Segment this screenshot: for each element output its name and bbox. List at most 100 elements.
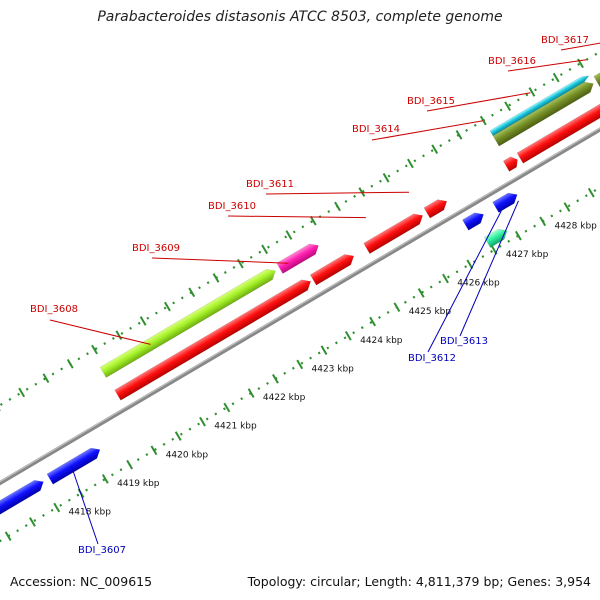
- inner-major-tick: [126, 459, 134, 470]
- outer-major-tick: [188, 287, 196, 298]
- gene-arrow-bdi-3609-cds[interactable]: [309, 251, 357, 286]
- inner-major-tick: [320, 345, 328, 355]
- inner-major-tick: [417, 288, 425, 298]
- gene-label-connector: [49, 319, 151, 345]
- gene-arrow-bdi-3612[interactable]: [462, 209, 486, 231]
- inner-major-tick: [272, 373, 279, 384]
- outer-major-tick: [261, 244, 269, 255]
- gene-label[interactable]: BDI_3608: [30, 304, 78, 315]
- inner-major-tick: [344, 331, 352, 341]
- gene-arrow-bdi-3606[interactable]: [0, 477, 46, 522]
- gene-label-connector: [71, 466, 99, 545]
- outer-major-tick: [309, 215, 317, 226]
- outer-major-tick: [212, 273, 220, 283]
- gene-label-connector: [427, 210, 502, 353]
- gene-label[interactable]: BDI_3616: [488, 56, 536, 67]
- scale-tick-label: 4420 kbp: [166, 450, 209, 460]
- outer-major-tick: [382, 172, 390, 183]
- outer-major-tick: [285, 230, 293, 240]
- outer-major-tick: [528, 87, 536, 97]
- scale-tick-label: 4421 kbp: [214, 422, 257, 432]
- gene-arrow-bdi-3615-feat[interactable]: [492, 78, 596, 147]
- inner-major-tick: [174, 431, 182, 441]
- scale-tick-label: 4424 kbp: [360, 336, 403, 346]
- gene-label-connector: [507, 59, 587, 72]
- outer-major-tick: [42, 373, 50, 383]
- genome-backbone-highlight: [0, 95, 600, 498]
- scale-tick-label: 4427 kbp: [506, 250, 549, 260]
- gene-arrow-bdi-3612-rna[interactable]: [483, 226, 510, 248]
- gene-label[interactable]: BDI_3612: [408, 353, 456, 364]
- accession-label: Accession: NC_009615: [10, 574, 153, 589]
- outer-major-tick: [115, 330, 123, 341]
- outer-scale-line: [0, 38, 600, 442]
- inner-major-tick: [442, 273, 449, 284]
- inner-major-tick: [466, 259, 474, 270]
- gene-label-connector: [426, 92, 531, 112]
- map-title: Parabacteroides distasonis ATCC 8503, co…: [97, 9, 503, 25]
- gene-label[interactable]: BDI_3614: [352, 124, 400, 135]
- scale-tick-label: 4428 kbp: [554, 221, 597, 231]
- gene-label[interactable]: BDI_3607: [78, 545, 126, 556]
- gene-arrow-bdi-3613[interactable]: [492, 189, 521, 213]
- inner-major-tick: [563, 202, 571, 212]
- outer-major-tick: [139, 316, 147, 326]
- gene-arrow-bdi-3615-misc[interactable]: [489, 73, 590, 137]
- outer-major-tick: [236, 258, 244, 269]
- gene-label-connector: [265, 191, 410, 195]
- inner-scale-line: [0, 139, 600, 543]
- inner-major-tick: [247, 388, 255, 398]
- gene-arrow-bdi-3610[interactable]: [363, 210, 426, 254]
- scale-tick-label: 4425 kbp: [409, 307, 452, 317]
- outer-major-tick: [18, 387, 26, 398]
- outer-major-tick: [407, 158, 414, 169]
- inner-major-tick: [53, 502, 61, 513]
- inner-major-tick: [4, 531, 12, 542]
- gene-label[interactable]: BDI_3611: [246, 179, 294, 190]
- outer-major-tick: [91, 344, 98, 355]
- gene-label-connector: [151, 257, 289, 264]
- inner-major-tick: [393, 302, 401, 313]
- scale-tick-label: 4426 kbp: [457, 279, 500, 289]
- outer-major-tick: [552, 72, 560, 83]
- scale-tick-label: 4423 kbp: [311, 364, 354, 374]
- inner-major-tick: [150, 445, 158, 456]
- outer-major-tick: [66, 359, 74, 369]
- inner-major-tick: [369, 316, 377, 327]
- gene-label[interactable]: BDI_3613: [440, 336, 488, 347]
- outer-major-tick: [479, 115, 487, 126]
- gene-arrow-bdi-3611[interactable]: [423, 196, 450, 219]
- inner-major-tick: [515, 230, 522, 241]
- gene-label[interactable]: BDI_3617: [541, 35, 589, 46]
- gene-arrow-bdi-3614[interactable]: [502, 154, 520, 172]
- inner-major-tick: [223, 402, 231, 413]
- outer-major-tick: [431, 144, 439, 154]
- gene-label-connector: [227, 215, 366, 219]
- genome-summary: Topology: circular; Length: 4,811,379 bp…: [247, 574, 591, 589]
- inner-major-tick: [296, 359, 304, 370]
- gene-arrow-bdi-3616[interactable]: [593, 55, 600, 88]
- gene-arrow-bdi-3607[interactable]: [46, 445, 103, 485]
- scale-tick-label: 4419 kbp: [117, 479, 160, 489]
- gene-label[interactable]: BDI_3615: [407, 96, 455, 107]
- gene-label[interactable]: BDI_3610: [208, 201, 256, 212]
- inner-major-tick: [101, 474, 109, 484]
- outer-major-tick: [164, 301, 171, 312]
- outer-major-tick: [358, 187, 366, 197]
- outer-major-tick: [334, 201, 341, 212]
- outer-major-tick: [504, 101, 512, 112]
- gene-arrow-bdi-3608[interactable]: [99, 266, 278, 378]
- inner-major-tick: [29, 517, 36, 527]
- gene-arrow-bdi-3608-cds[interactable]: [114, 276, 314, 401]
- inner-major-tick: [199, 416, 206, 427]
- gene-arrow-bdi-3609[interactable]: [276, 240, 322, 274]
- gene-label-connector: [560, 42, 600, 51]
- outer-major-tick: [455, 130, 463, 140]
- scale-tick-label: 4418 kbp: [69, 508, 112, 518]
- scale-tick-label: 4422 kbp: [263, 393, 306, 403]
- inner-major-tick: [539, 216, 547, 227]
- gene-label[interactable]: BDI_3609: [132, 243, 180, 254]
- genome-backbone: [0, 95, 600, 500]
- gene-label-connector: [459, 200, 519, 337]
